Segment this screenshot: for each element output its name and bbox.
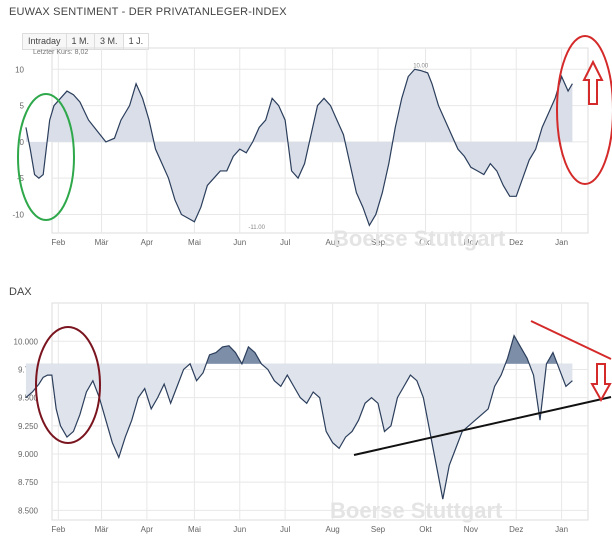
x-tick-label: Jun <box>233 238 246 247</box>
x-tick-label: Jul <box>280 238 290 247</box>
y-tick-label: 10.000 <box>14 337 39 346</box>
page-title: EUWAX SENTIMENT - DER PRIVATANLEGER-INDE… <box>9 6 287 18</box>
black-support-line <box>353 396 612 456</box>
timeframe-tabs: Intraday 1 M. 3 M. 1 J. <box>22 33 150 50</box>
y-tick-label: 8.750 <box>18 478 39 487</box>
x-tick-label: Apr <box>141 525 154 534</box>
watermark: Boerse Stuttgart <box>333 226 506 251</box>
x-tick-label: Sep <box>371 238 386 247</box>
x-tick-label: Nov <box>464 238 478 247</box>
series-area <box>25 335 573 500</box>
plot-frame <box>51 302 589 521</box>
x-tick-label: Feb <box>51 525 65 534</box>
dax-chart: 10.0009.7509.5009.2509.0008.7508.500FebM… <box>14 302 612 534</box>
sentiment-chart: 10 5 0 -5 -10 Feb Mär Apr Mai Jun Jul Aug Sep Okt Nov D… <box>12 35 612 251</box>
series-area <box>25 69 573 226</box>
tab-1-month[interactable]: 1 M. <box>65 33 95 50</box>
dark-red-highlight-ellipse <box>35 326 101 444</box>
tab-1-year[interactable]: 1 J. <box>122 33 150 50</box>
x-tick-label: Aug <box>326 238 340 247</box>
last-price-label: Letzter Kurs: 8,02 <box>33 49 88 56</box>
x-tick-label: Jan <box>555 525 568 534</box>
y-tick-label: 5 <box>20 102 25 111</box>
series-line <box>25 334 573 500</box>
x-tick-label: Mai <box>188 525 201 534</box>
series-line <box>25 68 573 227</box>
y-tick-label: 9.000 <box>18 450 39 459</box>
x-tick-label: Feb <box>51 238 65 247</box>
x-tick-label: Mär <box>95 238 109 247</box>
x-tick-label: Jan <box>555 238 568 247</box>
x-tick-label: Apr <box>141 238 154 247</box>
y-tick-label: 9.500 <box>18 394 39 403</box>
x-tick-label: Nov <box>464 525 478 534</box>
red-resistance-line <box>530 320 612 360</box>
x-tick-label: Okt <box>419 238 432 247</box>
y-tick-label: 8.500 <box>18 506 39 515</box>
x-tick-label: Dez <box>509 238 523 247</box>
tab-3-months[interactable]: 3 M. <box>94 33 123 50</box>
red-down-arrow-icon <box>590 363 612 403</box>
high-annotation: 10.00 <box>413 63 429 69</box>
x-tick-label: Okt <box>419 525 432 534</box>
green-highlight-ellipse <box>17 93 75 221</box>
red-highlight-ellipse <box>556 35 612 185</box>
low-annotation: -11.00 <box>248 225 265 231</box>
tab-intraday[interactable]: Intraday <box>22 33 66 50</box>
y-tick-label: 10 <box>15 65 24 74</box>
y-tick-label: -10 <box>12 210 24 219</box>
x-tick-label: Sep <box>371 525 386 534</box>
watermark: Boerse Stuttgart <box>330 498 503 523</box>
red-up-arrow-icon <box>582 59 604 105</box>
x-tick-label: Jun <box>233 525 246 534</box>
y-tick-label: -5 <box>17 174 25 183</box>
x-tick-label: Mär <box>95 525 109 534</box>
dax-chart-title: DAX <box>9 286 32 298</box>
x-tick-label: Aug <box>326 525 340 534</box>
series-area-above-baseline <box>206 335 558 364</box>
y-tick-label: 0 <box>20 138 25 147</box>
x-tick-label: Dez <box>509 525 523 534</box>
x-tick-label: Mai <box>188 238 201 247</box>
y-tick-label: 9.250 <box>18 422 39 431</box>
x-tick-label: Jul <box>280 525 290 534</box>
